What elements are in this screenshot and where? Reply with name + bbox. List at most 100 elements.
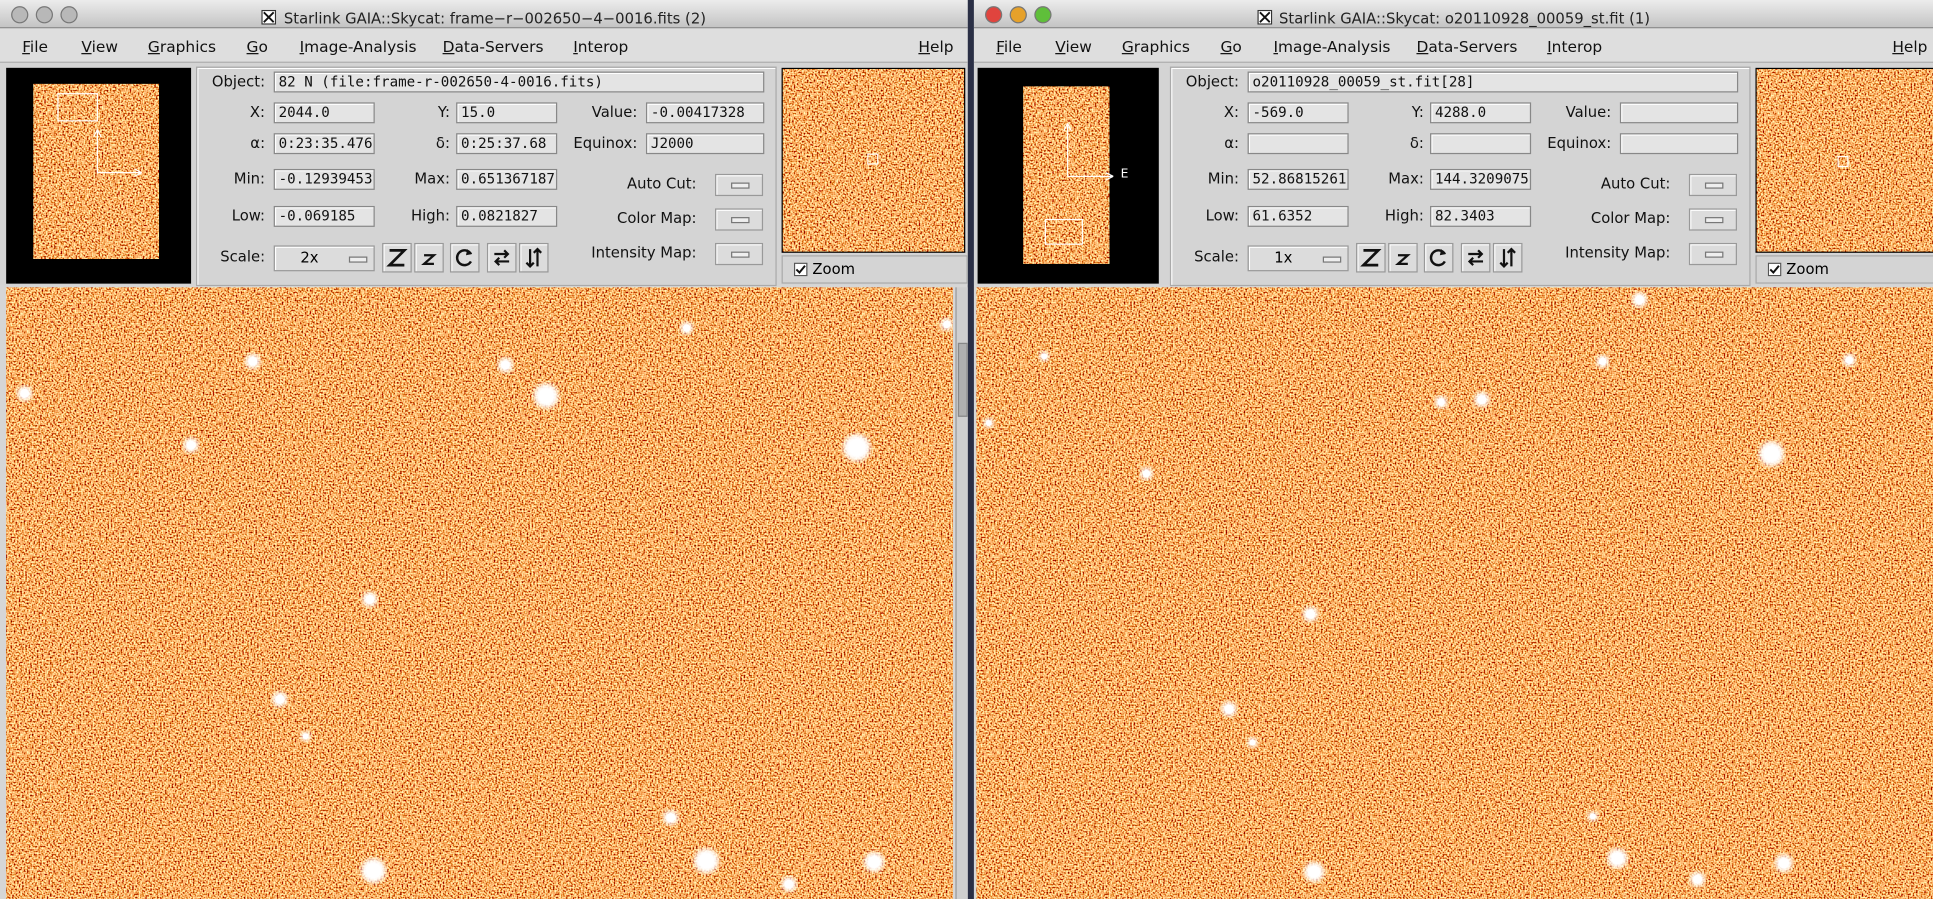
toolbar-button[interactable] [1492, 242, 1523, 273]
field-label: Equinox: [573, 134, 638, 152]
option-menu-button[interactable] [715, 242, 764, 266]
field-value[interactable]: 2044.0 [273, 102, 375, 124]
field-label: X: [1223, 103, 1239, 121]
option-indicator [1704, 217, 1724, 224]
field-value[interactable] [1619, 102, 1739, 124]
field-label: Max: [414, 170, 450, 188]
field-label: Auto Cut: [1600, 175, 1671, 193]
zoom-checkbox [793, 262, 808, 277]
field-value[interactable]: 15.0 [456, 102, 558, 124]
field-value[interactable]: 61.6352 [1247, 205, 1349, 227]
toolbar-button[interactable] [449, 242, 480, 273]
zoom-label: Zoom [812, 260, 856, 278]
field-value[interactable]: -0.12939453 [273, 168, 375, 190]
menu-help[interactable]: Help [1892, 36, 1928, 56]
scrollbar-thumb[interactable] [957, 342, 968, 417]
field-value[interactable]: 0:25:37.68 [456, 133, 558, 155]
menu-item[interactable]: File [22, 36, 48, 56]
menu-item[interactable]: Interop [1547, 36, 1603, 56]
zoom-marker [1837, 155, 1849, 168]
field-label: Intensity Map: [591, 244, 697, 262]
menu-help[interactable]: Help [918, 36, 954, 56]
field-value[interactable]: 0.651367187 [456, 168, 558, 190]
title-wrap: Starlink GAIA::Skycat: frame−r−002650−4−… [0, 5, 968, 28]
menu-item[interactable]: File [996, 36, 1022, 56]
scale-indicator [1322, 256, 1342, 263]
menu-item[interactable]: Image-Analysis [299, 36, 417, 56]
close-button[interactable] [11, 6, 29, 24]
field-value[interactable]: 82.3403 [1430, 205, 1532, 227]
option-indicator [731, 251, 750, 258]
field-value[interactable] [1619, 133, 1739, 155]
field-value[interactable] [1430, 133, 1532, 155]
zoom-button[interactable] [1034, 6, 1052, 24]
zoom-checkbox [1767, 262, 1782, 277]
field-label: Y: [437, 103, 450, 121]
zoom-toggle[interactable]: Zoom [781, 255, 968, 284]
button-icon [421, 254, 437, 266]
zoom-panel [781, 67, 966, 253]
toolbar-button[interactable] [1356, 242, 1386, 273]
toolbar-button[interactable] [519, 242, 549, 273]
field-value[interactable]: 0.0821827 [456, 205, 558, 227]
menu-item[interactable]: Interop [573, 36, 629, 56]
toolbar-button[interactable] [486, 242, 517, 273]
scrollbar[interactable] [955, 287, 968, 899]
toolbar-button[interactable] [1460, 242, 1491, 273]
menu-item[interactable]: Graphics [1121, 36, 1190, 56]
minimize-button[interactable] [35, 6, 54, 24]
field-value[interactable]: -0.00417328 [645, 102, 765, 124]
field-label: Value: [591, 103, 638, 121]
field-value[interactable]: 144.3209075 [1430, 168, 1532, 190]
menu-item[interactable]: Go [1220, 36, 1242, 56]
menu-item[interactable]: Data-Servers [1416, 36, 1518, 56]
field-value[interactable]: -0.069185 [273, 205, 375, 227]
toolbar-button[interactable] [414, 242, 444, 273]
button-icon [494, 249, 510, 266]
option-menu-button[interactable] [715, 173, 764, 197]
zoom-label: Zoom [1786, 260, 1829, 278]
close-button[interactable] [984, 6, 1003, 24]
title-bar: Starlink GAIA::Skycat: frame−r−002650−4−… [0, 0, 968, 29]
menu-bar [0, 28, 968, 63]
menu-item[interactable]: View [81, 36, 118, 56]
option-menu-button[interactable] [1688, 208, 1737, 231]
field-label: Color Map: [616, 209, 697, 227]
panner [6, 67, 192, 284]
field-value[interactable]: 82 N (file:frame-r-002650-4-0016.fits) [273, 71, 765, 93]
field-label: Color Map: [1590, 209, 1671, 227]
field-value[interactable]: 4288.0 [1430, 102, 1532, 124]
menu-item[interactable]: Data-Servers [442, 36, 544, 56]
field-value[interactable]: o20110928_00059_st.fit[28] [1247, 71, 1739, 93]
scale-value: 2x [300, 249, 319, 267]
field-value[interactable] [1247, 133, 1349, 155]
zoom-image [782, 69, 965, 252]
field-value[interactable]: J2000 [645, 133, 765, 155]
option-menu-button[interactable] [1688, 242, 1737, 266]
title-bar: Starlink GAIA::Skycat: o20110928_00059_s… [973, 0, 1933, 29]
panner-overlay [57, 93, 143, 177]
minimize-button[interactable] [1009, 6, 1027, 24]
option-menu-button[interactable] [715, 208, 764, 231]
zoom-toggle[interactable]: Zoom [1755, 255, 1933, 284]
field-value[interactable]: 0:23:35.476 [273, 133, 375, 155]
field-value[interactable]: 52.86815261 [1247, 168, 1349, 190]
menu-item[interactable]: Graphics [147, 36, 216, 56]
field-label: Object: [1185, 72, 1239, 91]
scale-menu[interactable]: 2x [273, 245, 375, 272]
zoom-button[interactable] [60, 6, 78, 24]
field-label: Value: [1565, 103, 1612, 121]
menu-item[interactable]: Go [246, 36, 268, 56]
scale-menu[interactable]: 1x [1247, 245, 1349, 272]
menu-item[interactable]: View [1055, 36, 1092, 56]
option-menu-button[interactable] [1688, 173, 1737, 197]
toolbar-button[interactable] [1388, 242, 1418, 273]
field-label: Object: [211, 72, 266, 91]
toolbar-button[interactable] [382, 242, 412, 273]
menu-item[interactable]: Image-Analysis [1273, 36, 1391, 56]
field-value[interactable]: -569.0 [1247, 102, 1349, 124]
field-label: X: [249, 103, 266, 121]
toolbar-button[interactable] [1423, 242, 1454, 273]
window-title: Starlink GAIA::Skycat: frame−r−002650−4−… [283, 9, 707, 28]
